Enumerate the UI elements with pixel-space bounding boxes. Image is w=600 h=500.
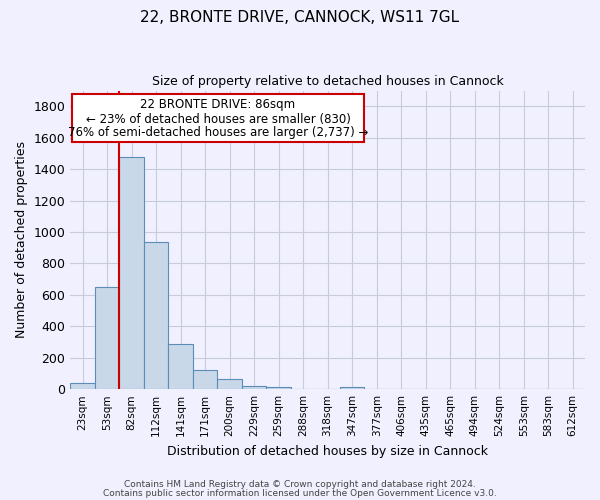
- Bar: [217, 380, 242, 389]
- Bar: [340, 387, 364, 389]
- Text: Contains HM Land Registry data © Crown copyright and database right 2024.: Contains HM Land Registry data © Crown c…: [124, 480, 476, 489]
- Bar: [169, 344, 193, 389]
- Text: ← 23% of detached houses are smaller (830): ← 23% of detached houses are smaller (83…: [86, 112, 350, 126]
- Bar: [95, 287, 119, 389]
- Y-axis label: Number of detached properties: Number of detached properties: [15, 142, 28, 338]
- Bar: [70, 383, 95, 389]
- Text: 22, BRONTE DRIVE, CANNOCK, WS11 7GL: 22, BRONTE DRIVE, CANNOCK, WS11 7GL: [140, 10, 460, 25]
- Text: 76% of semi-detached houses are larger (2,737) →: 76% of semi-detached houses are larger (…: [68, 126, 368, 139]
- Bar: [242, 386, 266, 389]
- Bar: [266, 388, 291, 389]
- Text: 22 BRONTE DRIVE: 86sqm: 22 BRONTE DRIVE: 86sqm: [140, 98, 296, 111]
- Bar: [193, 370, 217, 389]
- FancyBboxPatch shape: [71, 94, 364, 142]
- X-axis label: Distribution of detached houses by size in Cannock: Distribution of detached houses by size …: [167, 444, 488, 458]
- Title: Size of property relative to detached houses in Cannock: Size of property relative to detached ho…: [152, 75, 503, 88]
- Bar: [119, 156, 144, 389]
- Bar: [144, 242, 169, 389]
- Text: Contains public sector information licensed under the Open Government Licence v3: Contains public sector information licen…: [103, 489, 497, 498]
